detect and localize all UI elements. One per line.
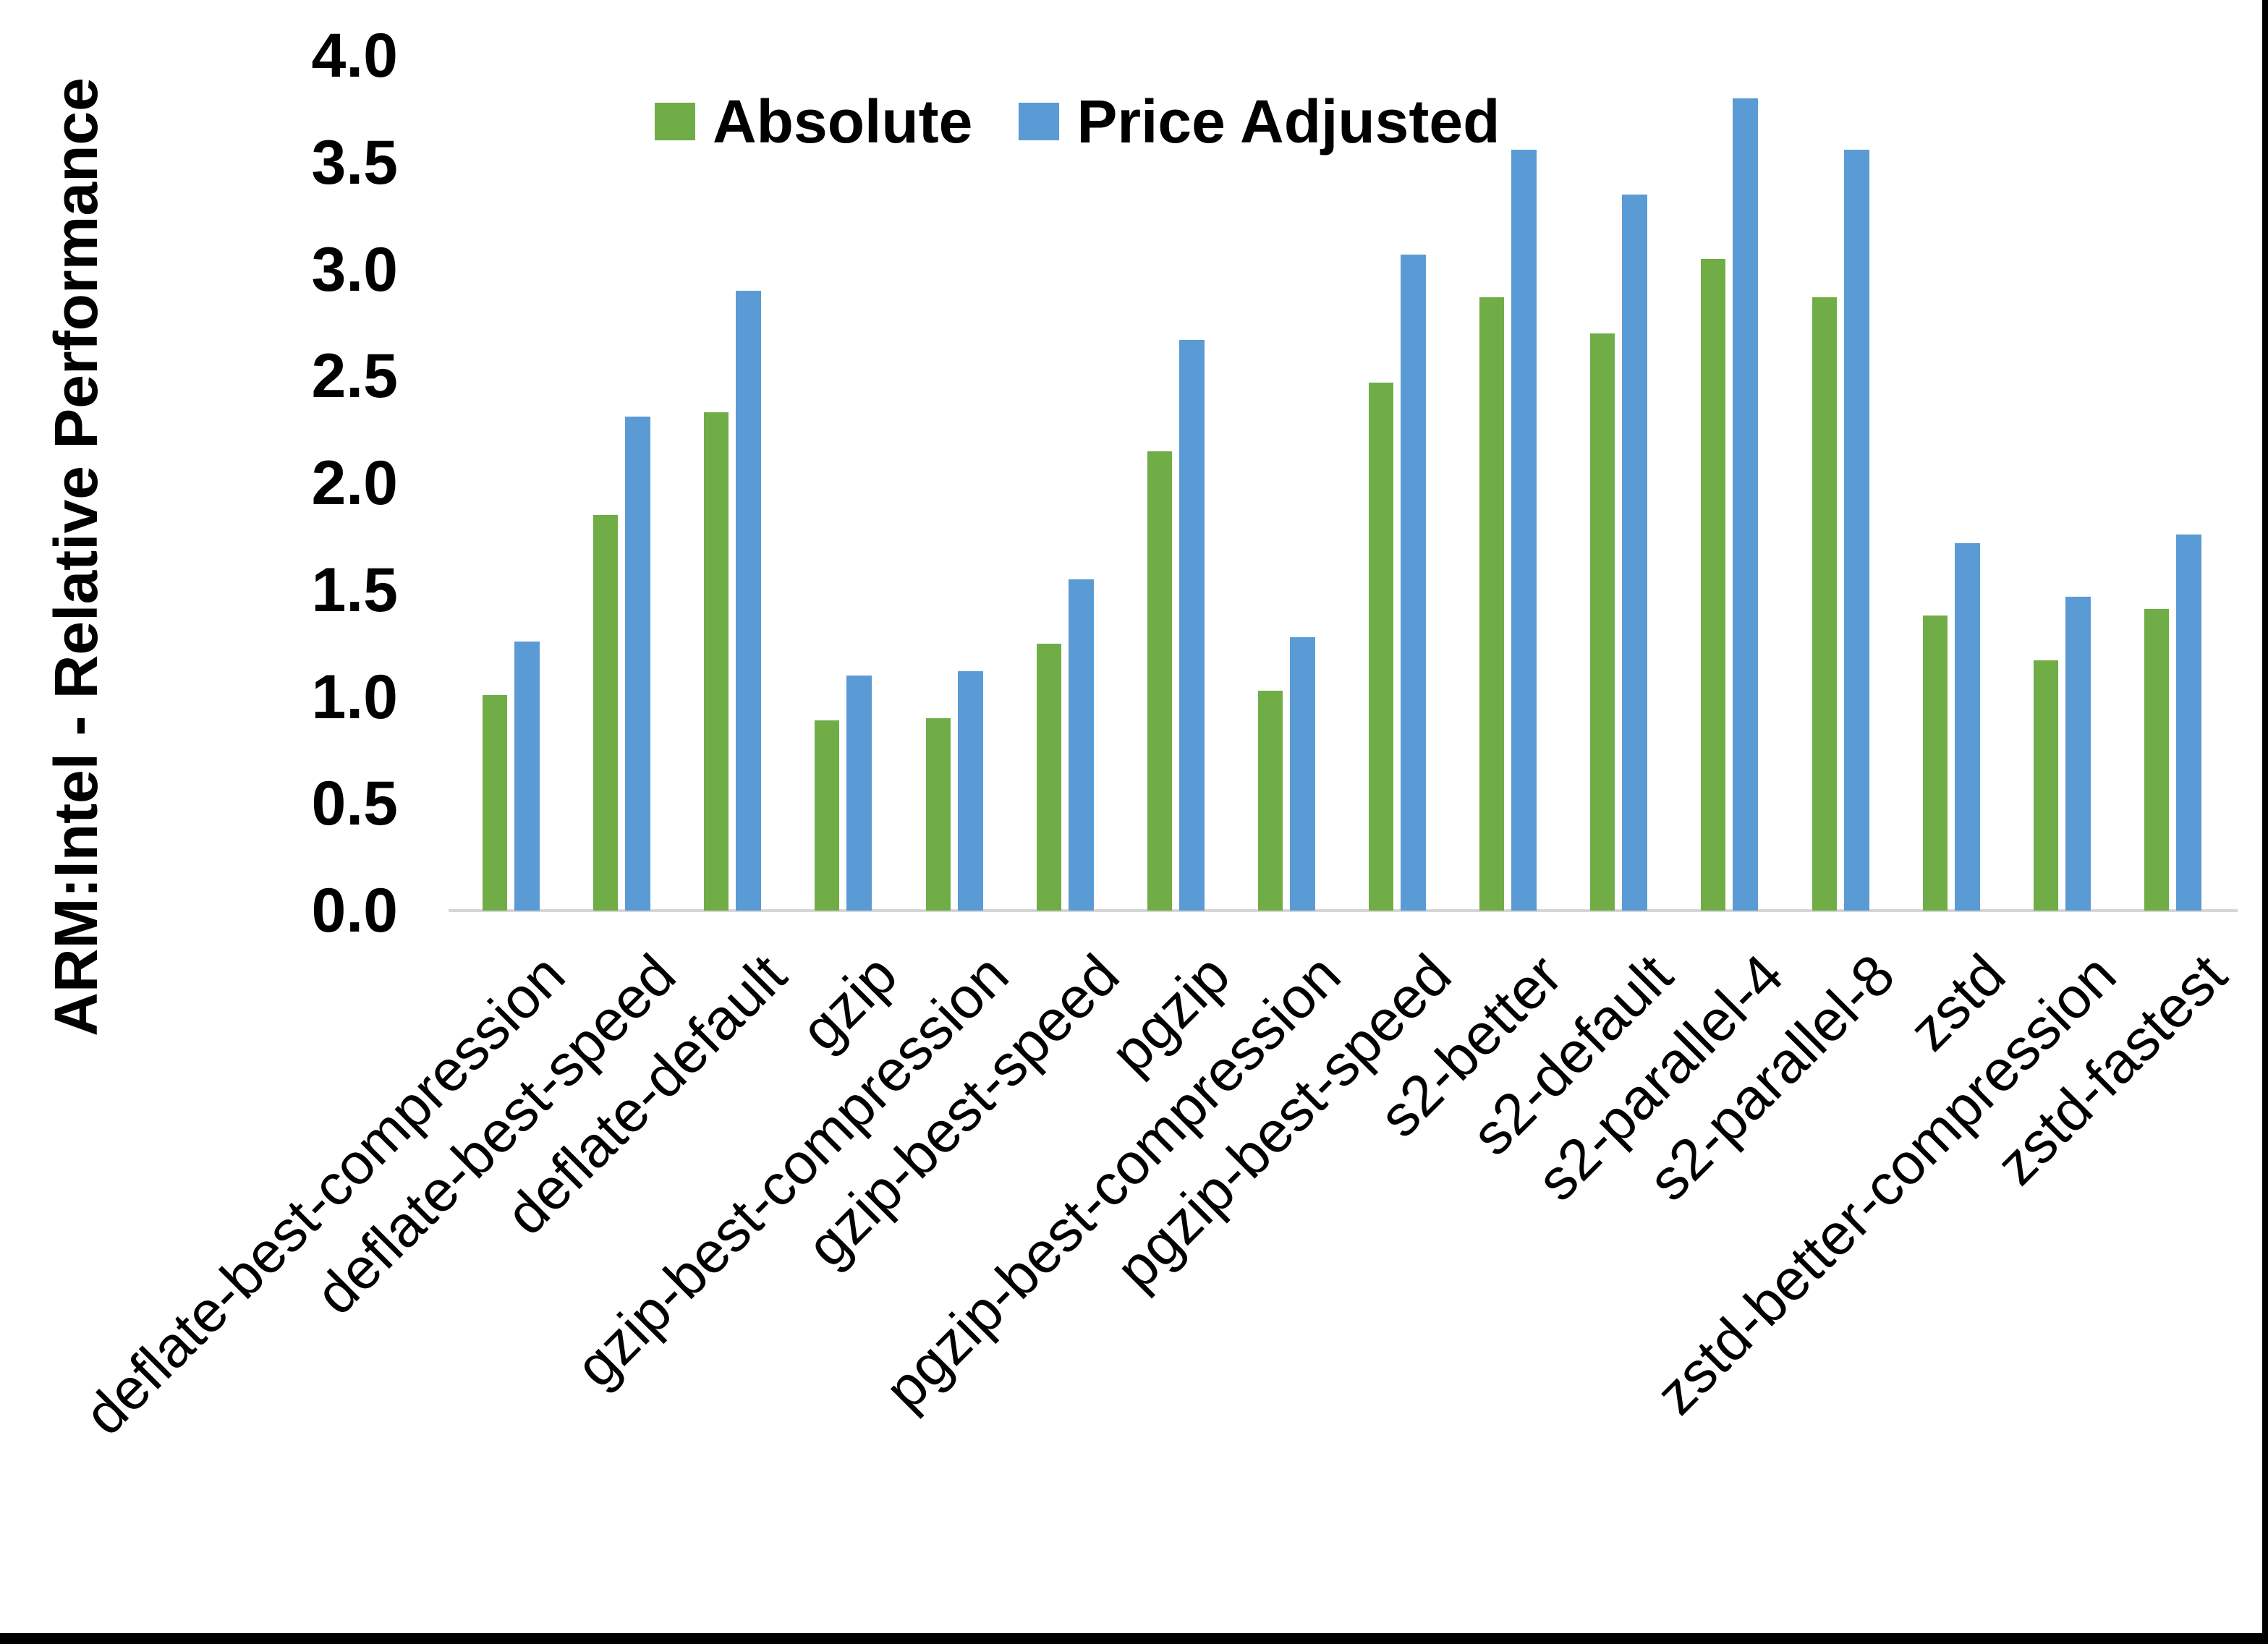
bar-zstd-fastest-price-adjusted: [2176, 534, 2201, 911]
frame-border-right: [2262, 0, 2268, 1644]
bar-s2-better-absolute: [1479, 297, 1504, 911]
legend-label: Price Adjusted: [1076, 88, 1500, 156]
legend: Absolute Price Adjusted: [655, 88, 1500, 155]
bar-zstd-price-adjusted: [1955, 543, 1980, 911]
bar-zstd-better-compression-absolute: [2034, 660, 2058, 911]
bar-deflate-best-compression-absolute: [483, 695, 507, 911]
bar-s2-parallel-4-price-adjusted: [1733, 98, 1758, 911]
bar-s2-parallel-8-price-adjusted: [1844, 150, 1869, 911]
bar-pgzip-best-speed-absolute: [1369, 383, 1393, 911]
y-tick-label: 0.5: [311, 769, 398, 839]
bar-gzip-best-speed-price-adjusted: [1069, 579, 1094, 911]
bar-gzip-best-compression-price-adjusted: [958, 671, 983, 911]
bar-s2-parallel-8-absolute: [1812, 297, 1837, 911]
bar-deflate-best-speed-price-adjusted: [625, 417, 650, 911]
bar-deflate-best-speed-absolute: [593, 515, 618, 911]
bar-s2-better-price-adjusted: [1511, 150, 1537, 911]
y-tick-label: 1.0: [311, 662, 398, 732]
bar-gzip-price-adjusted: [846, 676, 872, 911]
bar-pgzip-price-adjusted: [1179, 340, 1205, 911]
bar-gzip-best-speed-absolute: [1037, 644, 1061, 911]
bar-s2-parallel-4-absolute: [1701, 259, 1725, 911]
legend-entry-absolute: Absolute: [655, 88, 972, 155]
bar-pgzip-best-speed-price-adjusted: [1401, 255, 1426, 911]
bar-gzip-absolute: [815, 720, 839, 911]
frame-border-bottom: [0, 1633, 2268, 1644]
bar-pgzip-best-compression-absolute: [1258, 691, 1283, 911]
bar-deflate-default-absolute: [704, 412, 729, 911]
y-tick-label: 3.5: [311, 127, 398, 197]
bar-pgzip-absolute: [1147, 451, 1172, 911]
bar-zstd-absolute: [1923, 616, 1948, 911]
legend-swatch-icon: [1019, 103, 1060, 140]
y-tick-label: 2.0: [311, 448, 398, 518]
y-tick-label: 1.5: [311, 555, 398, 625]
y-tick-label: 4.0: [311, 21, 398, 90]
bar-deflate-best-compression-price-adjusted: [514, 642, 540, 911]
legend-swatch-icon: [655, 103, 695, 140]
bar-s2-default-absolute: [1590, 333, 1615, 911]
legend-label: Absolute: [713, 88, 973, 156]
bar-s2-default-price-adjusted: [1622, 195, 1647, 911]
bar-deflate-default-price-adjusted: [736, 291, 761, 911]
y-axis-title: ARM:Intel - Relative Performance: [42, 77, 110, 1036]
bar-zstd-fastest-absolute: [2144, 609, 2169, 911]
x-axis-line: [449, 909, 2238, 912]
y-tick-label: 0.0: [311, 876, 398, 945]
bar-pgzip-best-compression-price-adjusted: [1290, 637, 1315, 911]
y-tick-label: 3.0: [311, 234, 398, 304]
legend-entry-price-adjusted: Price Adjusted: [1019, 88, 1500, 155]
bar-gzip-best-compression-absolute: [926, 718, 951, 911]
y-tick-label: 2.5: [311, 341, 398, 412]
bar-zstd-better-compression-price-adjusted: [2065, 597, 2091, 911]
